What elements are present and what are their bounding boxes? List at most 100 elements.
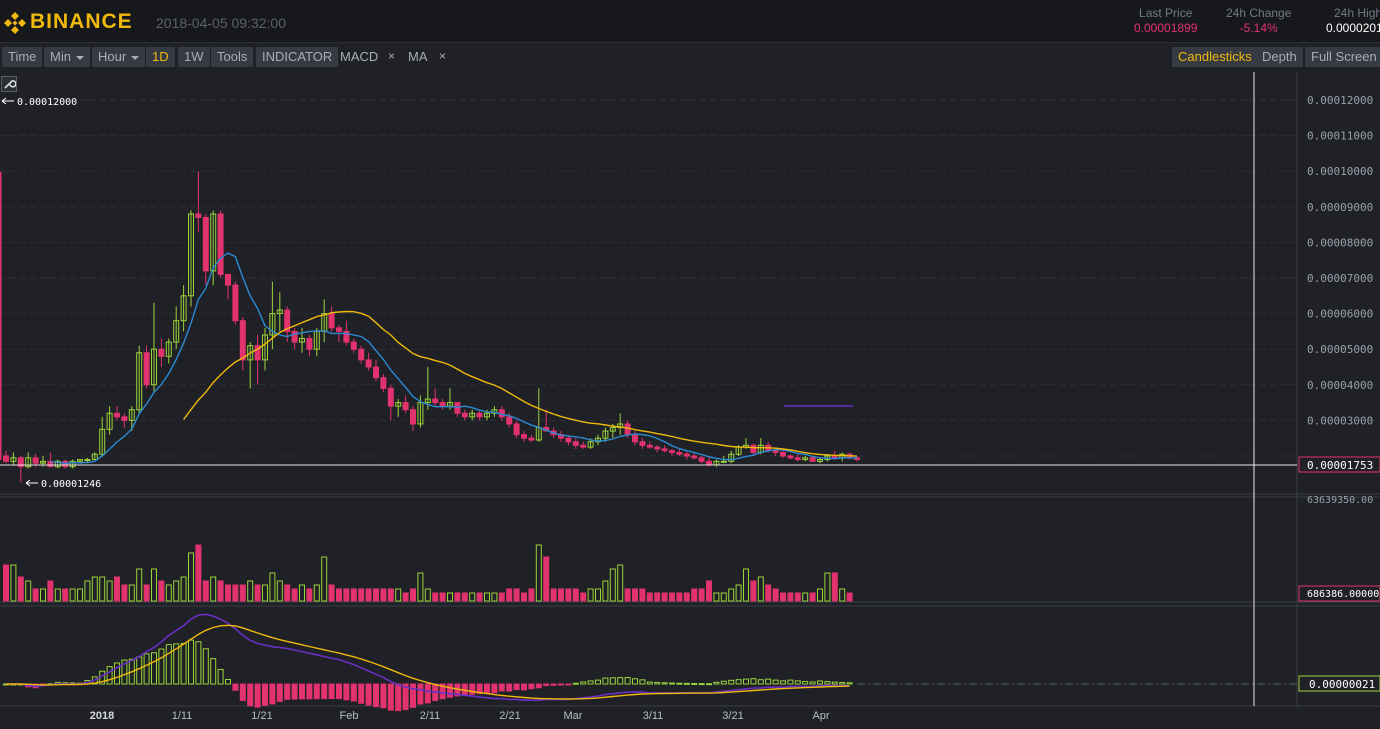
price-tick-label: 0.00010000 xyxy=(1307,165,1373,178)
macd-histogram-bar xyxy=(831,681,838,685)
candle-body xyxy=(180,295,187,322)
binance-logo-icon xyxy=(4,12,26,34)
volume-bar xyxy=(358,588,365,602)
interval-1d-button[interactable]: 1D xyxy=(146,47,175,67)
candle-body xyxy=(254,345,261,361)
macd-histogram-bar xyxy=(839,681,846,685)
macd-histogram-bar xyxy=(632,678,638,685)
candle-body xyxy=(128,409,135,421)
volume-bar xyxy=(180,576,187,602)
candle-body xyxy=(54,460,61,468)
candle-body xyxy=(365,359,372,368)
volume-bar xyxy=(691,588,698,602)
macd-histogram-bar xyxy=(698,683,705,686)
volume-bar xyxy=(373,588,379,602)
wrench-icon[interactable] xyxy=(1,76,17,92)
interval-1w-button[interactable]: 1W xyxy=(178,47,210,67)
volume-bar xyxy=(165,584,172,602)
candle-body xyxy=(728,453,735,462)
ma-slow-line xyxy=(183,310,858,457)
volume-bar xyxy=(432,592,439,602)
macd-histogram-bar xyxy=(543,683,550,687)
macd-histogram-bar xyxy=(402,683,409,711)
candle-body xyxy=(676,451,683,455)
candle-body xyxy=(136,352,143,411)
candle-body xyxy=(602,430,609,439)
candle-body xyxy=(239,320,246,361)
candle-body xyxy=(84,459,91,462)
macd-histogram-bar xyxy=(683,682,690,685)
macd-histogram-bar xyxy=(447,683,453,698)
candle-body xyxy=(114,412,120,418)
macd-histogram-bar xyxy=(336,683,342,699)
candle-body xyxy=(417,402,424,425)
full-screen-button[interactable]: Full Screen xyxy=(1305,47,1380,67)
macd-histogram-bar xyxy=(824,681,831,685)
candle-body xyxy=(77,459,83,462)
volume-bar xyxy=(846,592,853,602)
remove-ma-close-icon[interactable]: × xyxy=(439,49,447,63)
volume-bar xyxy=(558,588,564,602)
volume-bar xyxy=(661,592,668,602)
volume-bar xyxy=(99,576,106,602)
volume-bar xyxy=(535,544,542,602)
macd-histogram-bar xyxy=(202,648,209,685)
macd-histogram-bar xyxy=(321,683,328,700)
volume-bar xyxy=(291,588,298,602)
time-button[interactable]: Time xyxy=(2,47,43,67)
hour-dropdown[interactable]: Hour xyxy=(92,47,146,67)
volume-bar xyxy=(114,576,120,602)
macd-histogram-bar xyxy=(373,683,379,708)
volume-bar xyxy=(343,588,350,602)
remove-macd-close-icon[interactable]: × xyxy=(388,49,396,63)
volume-bar xyxy=(313,584,320,602)
brand-name: BINANCE xyxy=(30,10,133,33)
tools-button[interactable]: Tools xyxy=(211,47,254,67)
macd-histogram-bar xyxy=(669,682,675,685)
macd-histogram-bar xyxy=(284,683,291,700)
indicator-button[interactable]: INDICATOR xyxy=(256,47,339,67)
macd-histogram-bar xyxy=(565,683,572,686)
ma-fast-line xyxy=(50,252,858,465)
macd-histogram-bar xyxy=(528,683,535,690)
volume-bar xyxy=(387,588,394,602)
candle-body xyxy=(661,448,668,452)
candle-body xyxy=(402,402,409,411)
macd-histogram-bar xyxy=(506,683,513,692)
macd-histogram-bar xyxy=(151,652,157,685)
stat-label: 24h Change xyxy=(1226,6,1292,20)
volume-bar xyxy=(217,580,224,602)
candle-body xyxy=(706,460,712,466)
volume-bar xyxy=(617,564,624,602)
candle-body xyxy=(217,213,224,275)
volume-bar xyxy=(25,580,32,602)
volume-bar xyxy=(454,592,461,602)
macd-histogram-bar xyxy=(535,683,542,689)
macd-histogram-bar xyxy=(217,668,224,685)
volume-bar xyxy=(772,588,779,602)
volume-bar xyxy=(683,592,690,602)
macd-histogram-bar xyxy=(291,683,298,700)
macd-histogram-bar xyxy=(728,679,735,685)
macd-histogram-bar xyxy=(128,658,135,685)
button-label: Candlesticks xyxy=(1178,49,1252,64)
depth-button[interactable]: Depth xyxy=(1256,47,1303,67)
volume-bar xyxy=(698,588,705,602)
x-tick-label: 2/11 xyxy=(420,710,441,722)
min-dropdown[interactable]: Min xyxy=(44,47,90,67)
volume-bar xyxy=(365,588,372,602)
macd-histogram-bar xyxy=(772,679,779,685)
macd-histogram-bar xyxy=(380,683,387,709)
candlesticks-button[interactable]: Candlesticks xyxy=(1172,47,1258,67)
macd-histogram-bar xyxy=(269,683,276,705)
volume-bar xyxy=(136,568,143,602)
volume-bar xyxy=(550,588,557,602)
candle-body xyxy=(336,327,342,332)
volume-bar xyxy=(654,592,661,602)
macd-histogram-bar xyxy=(158,648,165,685)
macd-histogram-bar xyxy=(299,683,305,700)
volume-bar xyxy=(77,588,83,602)
macd-histogram-bar xyxy=(114,662,120,685)
volume-bar xyxy=(831,572,838,602)
